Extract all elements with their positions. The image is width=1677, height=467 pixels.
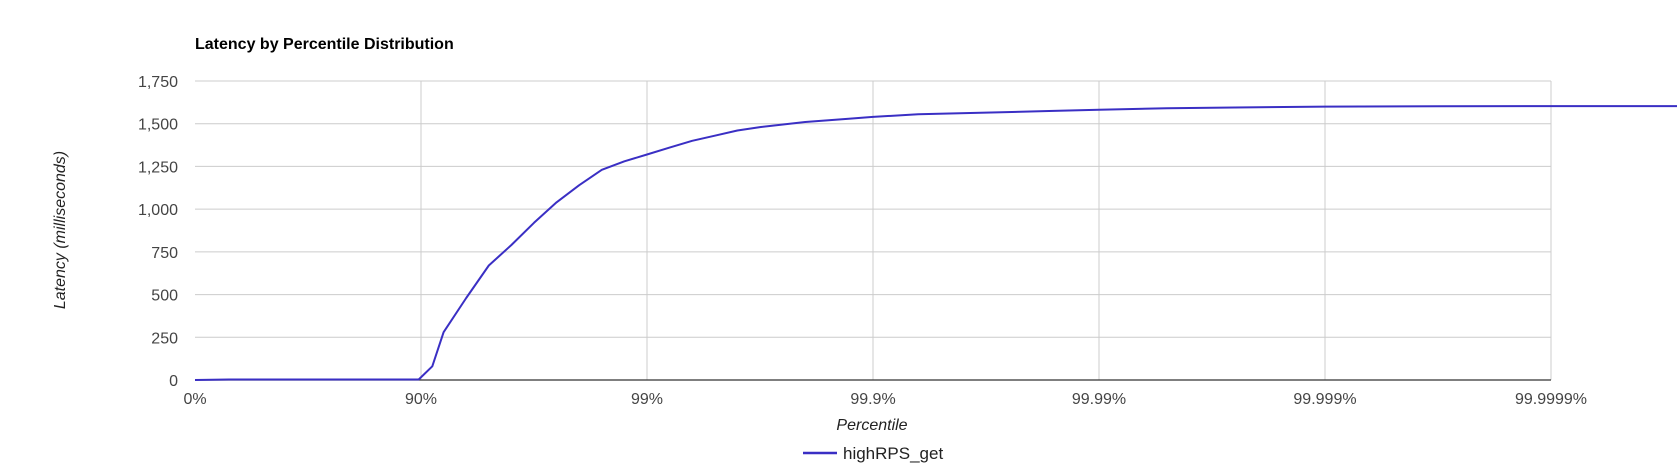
y-tick-label: 1,000 [138,202,178,219]
y-tick-label: 500 [151,288,178,305]
x-tick-label: 0% [183,391,206,408]
y-tick-label: 1,750 [138,74,178,91]
x-tick-label: 99.9% [850,391,895,408]
y-tick-label: 0 [169,373,178,390]
y-tick-label: 750 [151,245,178,262]
x-tick-label: 99.99% [1072,391,1126,408]
x-tick-label: 90% [405,391,437,408]
x-tick-label: 99% [631,391,663,408]
legend: highRPS_get [803,444,943,463]
y-tick-label: 250 [151,330,178,347]
series-line-highRPS_get [194,105,1677,381]
series-group [194,105,1677,381]
legend-label-highRPS_get: highRPS_get [843,444,943,463]
x-tick-label: 99.999% [1293,391,1356,408]
y-tick-label: 1,250 [138,159,178,176]
x-tick-label: 99.9999% [1515,391,1587,408]
y-tick-label: 1,500 [138,117,178,134]
y-axis: 0 250 500 750 1,000 1,250 1,500 1,750 [138,74,178,390]
x-axis-label: Percentile [836,417,907,434]
y-axis-label: Latency (milliseconds) [52,151,69,309]
chart-title: Latency by Percentile Distribution [195,36,454,53]
grid-lines [195,80,1552,380]
x-axis: 0% 90% 99% 99.9% 99.99% 99.999% 99.9999% [183,379,1587,408]
